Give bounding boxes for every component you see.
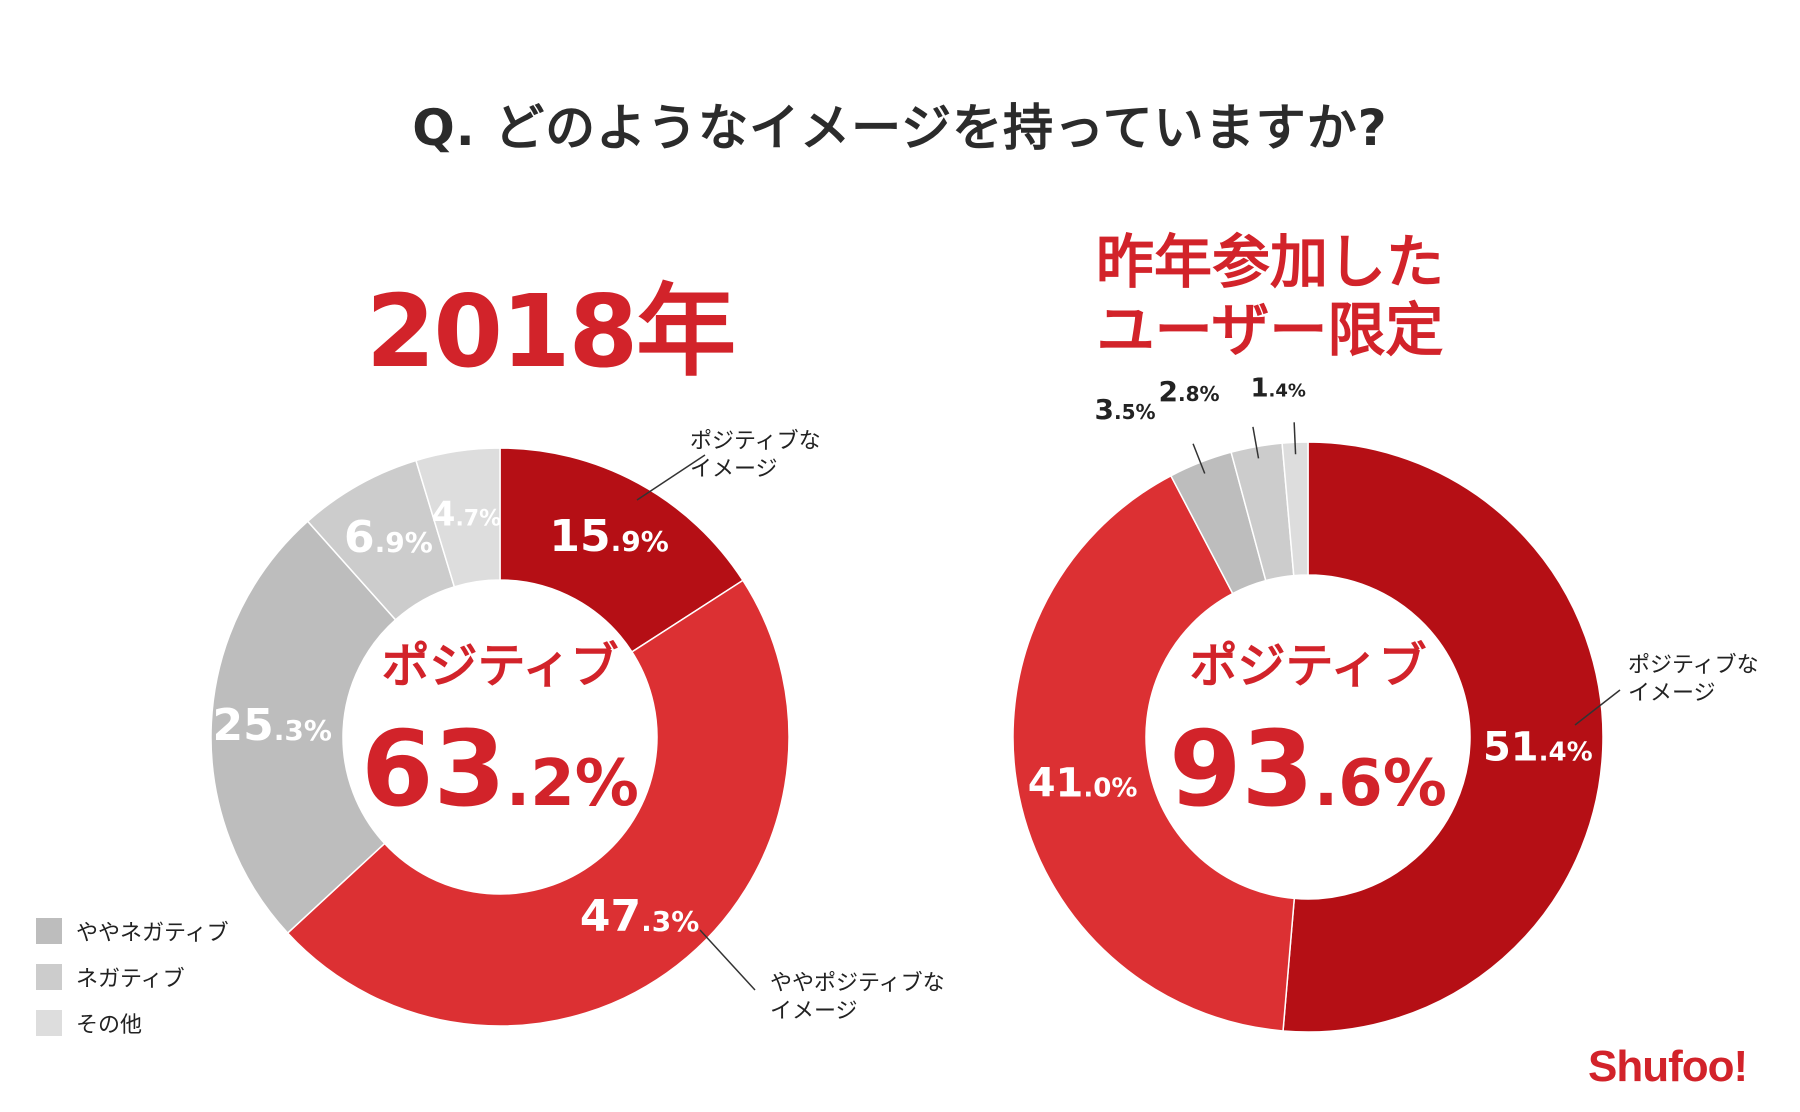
legend-item: ややネガティブ — [36, 908, 229, 954]
callout-label: ややポジティブな — [770, 971, 945, 996]
slice-value-label: 51.4% — [1483, 725, 1593, 771]
legend-label: ネガティブ — [76, 967, 185, 992]
donut-slice — [286, 579, 790, 1027]
callout-line — [636, 454, 706, 501]
donut-slice — [499, 447, 744, 653]
legend-swatch — [36, 964, 62, 990]
callout-label: ポジティブな — [1628, 653, 1759, 678]
slice-value-label: 47.3% — [580, 891, 699, 942]
slice-value-label: 4.7% — [432, 494, 501, 534]
page-title: Q. どのようなイメージを持っていますか? — [412, 99, 1388, 157]
donut-slice — [1282, 441, 1604, 1033]
donut-slice — [1281, 441, 1309, 577]
donut-slice — [210, 520, 397, 935]
center-label: ポジティブ — [1189, 638, 1426, 694]
donut-slice — [1012, 474, 1296, 1032]
chart-title-last-year-users: 昨年参加した ユーザー限定 — [1040, 228, 1500, 364]
center-value: 93.6% — [1169, 708, 1447, 830]
legend-label: その他 — [76, 1013, 143, 1038]
callout-line — [1574, 689, 1621, 726]
center-value: 63.2% — [361, 708, 639, 830]
callout-label: イメージ — [770, 999, 858, 1024]
leader-line — [1252, 426, 1260, 459]
slice-value-label: 3.5% — [1095, 393, 1156, 426]
legend-item: その他 — [36, 1000, 229, 1046]
legend-swatch — [36, 1010, 62, 1036]
center-label: ポジティブ — [381, 638, 618, 694]
chart-title-line2: ユーザー限定 — [1096, 296, 1444, 364]
donut-slice — [415, 447, 501, 588]
legend-swatch — [36, 918, 62, 944]
slice-value-label: 25.3% — [213, 700, 332, 751]
callout-label: イメージ — [690, 457, 778, 482]
legend-item: ネガティブ — [36, 954, 229, 1000]
chart-title-line1: 昨年参加した — [1095, 228, 1444, 296]
slice-value-label: 6.9% — [344, 512, 433, 563]
callout-label: イメージ — [1628, 681, 1716, 706]
chart-title-2018: 2018年 — [365, 273, 736, 390]
slice-value-label: 41.0% — [1028, 761, 1138, 807]
slice-value-label: 15.9% — [549, 511, 668, 562]
legend-label: ややネガティブ — [76, 921, 229, 946]
legend: ややネガティブ ネガティブ その他 — [36, 908, 229, 1046]
callout-label: ポジティブな — [690, 429, 821, 454]
slice-value-label: 2.8% — [1159, 375, 1220, 408]
slice-value-label: 1.4% — [1250, 373, 1306, 403]
callout-line — [699, 929, 756, 991]
leader-line — [1192, 443, 1206, 474]
shufoo-logo: Shufoo! — [1588, 1042, 1748, 1091]
leader-line — [1293, 422, 1297, 455]
